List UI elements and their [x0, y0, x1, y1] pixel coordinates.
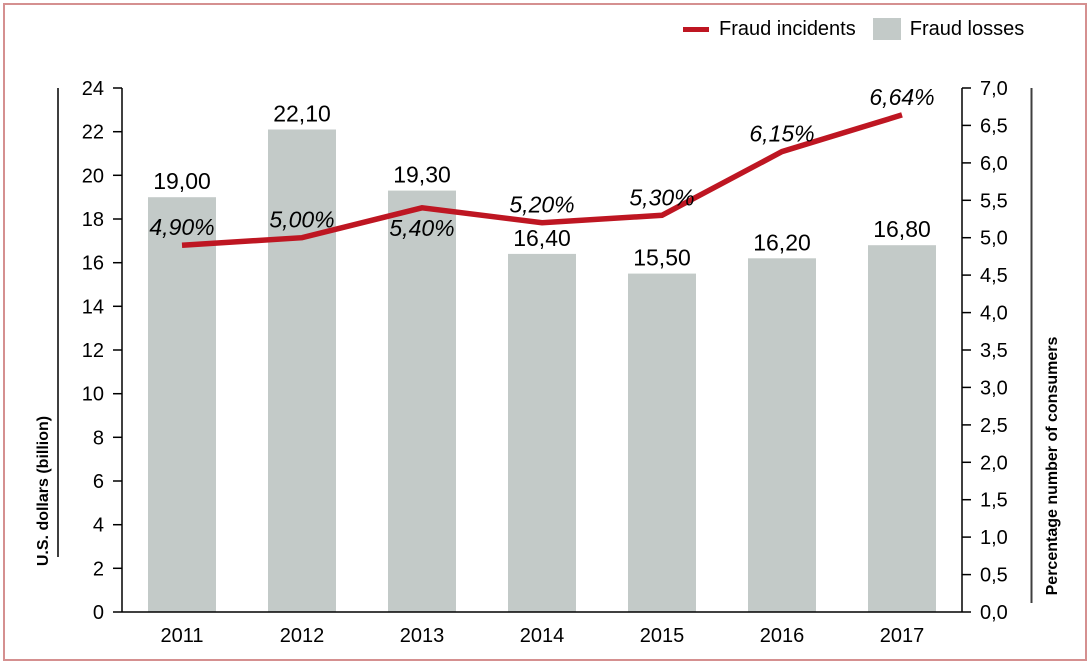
left-axis-tick-label: 6 — [93, 471, 104, 493]
bar-label-2013: 19,30 — [393, 162, 451, 188]
legend-label-fraud-incidents: Fraud incidents — [719, 17, 856, 40]
right-axis-tick-label: 1,0 — [980, 527, 1008, 549]
left-axis-tick-label: 0 — [93, 602, 104, 624]
bar-label-2011: 19,00 — [153, 168, 211, 194]
bar-label-2017: 16,80 — [873, 216, 931, 242]
bar-label-2012: 22,10 — [273, 101, 331, 127]
left-axis-tick-label: 10 — [82, 384, 104, 406]
legend-label-fraud-losses: Fraud losses — [909, 17, 1025, 40]
line-label-2012: 5,00% — [269, 207, 334, 233]
x-axis-label-2016: 2016 — [760, 625, 805, 647]
x-axis-label-2013: 2013 — [400, 625, 445, 647]
bar-2014 — [508, 253, 576, 612]
line-label-2016: 6,15% — [749, 121, 814, 147]
right-axis-tick-label: 6,0 — [980, 153, 1008, 175]
left-axis-tick-label: 12 — [82, 340, 104, 362]
right-axis-tick-label: 3,0 — [980, 377, 1008, 399]
x-axis-label-2014: 2014 — [520, 625, 565, 647]
bar-2012 — [268, 129, 336, 612]
right-axis-tick-label: 0,0 — [980, 602, 1008, 624]
right-axis-tick-label: 3,5 — [980, 340, 1008, 362]
line-label-2013: 5,40% — [389, 215, 454, 241]
bar-2011 — [148, 197, 216, 612]
line-label-2014: 5,20% — [509, 192, 574, 218]
left-axis-tick-label: 16 — [82, 253, 104, 275]
right-axis-title: Percentage number of consumers — [1044, 336, 1061, 596]
right-axis-tick-label: 1,5 — [980, 490, 1008, 512]
bar-2017 — [868, 245, 936, 612]
x-axis-label-2011: 2011 — [160, 625, 203, 647]
right-axis-tick-label: 2,5 — [980, 415, 1008, 437]
bar-label-2016: 16,20 — [753, 229, 811, 255]
left-axis-tick-label: 4 — [93, 515, 104, 537]
legend-box-swatch — [872, 18, 901, 40]
right-axis-tick-label: 0,5 — [980, 565, 1008, 587]
left-axis-tick-label: 20 — [82, 165, 104, 187]
x-axis-label-2015: 2015 — [640, 625, 685, 647]
x-axis-label-2017: 2017 — [880, 625, 925, 647]
left-axis-tick-label: 2 — [93, 558, 104, 580]
bar-label-2015: 15,50 — [633, 245, 691, 271]
legend: Fraud incidents Fraud losses — [683, 14, 1024, 44]
right-axis-tick-label: 7,0 — [980, 78, 1008, 100]
bar-2015 — [628, 273, 696, 612]
left-axis-tick-label: 8 — [93, 427, 104, 449]
right-axis-tick-label: 4,0 — [980, 303, 1008, 325]
right-axis-tick-label: 5,0 — [980, 228, 1008, 250]
right-axis-tick-label: 4,5 — [980, 265, 1008, 287]
right-axis-tick-label: 5,5 — [980, 190, 1008, 212]
fraud-incidents-line — [181, 112, 903, 248]
right-axis-tick-label: 2,0 — [980, 452, 1008, 474]
left-axis-title: U.S. dollars (billion) — [35, 415, 52, 567]
line-label-2017: 6,64% — [869, 84, 934, 110]
legend-line-swatch — [683, 26, 709, 32]
line-label-2015: 5,30% — [629, 184, 694, 210]
bar-2013 — [388, 190, 456, 612]
left-axis-tick-label: 22 — [82, 122, 104, 144]
line-label-2011: 4,90% — [149, 214, 214, 240]
left-axis-tick-label: 24 — [82, 78, 104, 100]
bar-label-2014: 16,40 — [513, 225, 571, 251]
left-axis-tick-label: 18 — [82, 209, 104, 231]
bar-2016 — [748, 258, 816, 612]
left-axis-tick-label: 14 — [82, 296, 104, 318]
x-axis-label-2012: 2012 — [280, 625, 325, 647]
right-axis-tick-label: 6,5 — [980, 115, 1008, 137]
